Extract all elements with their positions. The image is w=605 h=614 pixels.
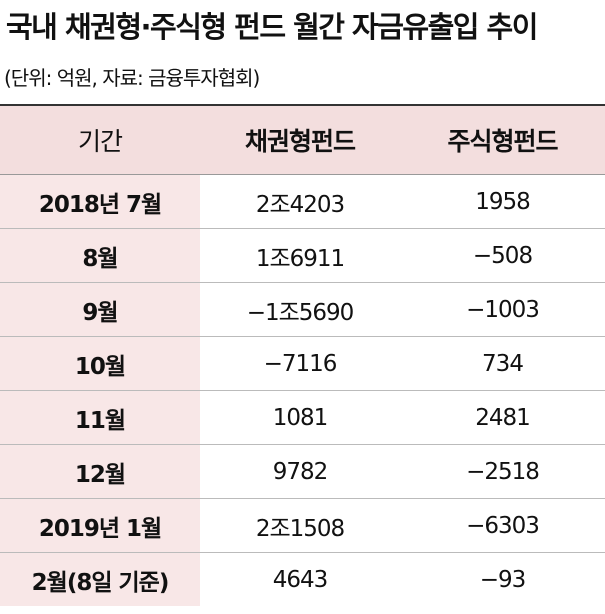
value-cell: −2518	[400, 444, 605, 499]
header-row: 기간 채권형펀드 주식형펀드	[0, 105, 605, 175]
value-cell: 2481	[400, 390, 605, 445]
value-cell: −1조5690	[200, 282, 400, 337]
value-cell: 4643	[272, 566, 329, 593]
period-cell: 8월	[0, 228, 200, 283]
value-cell: −93	[479, 566, 527, 593]
value-cell: 1958	[400, 174, 605, 229]
column-header: 주식형펀드	[400, 105, 605, 175]
period-cell: 2월(8일 기준)	[0, 552, 200, 606]
value-cell: 2조4203	[200, 174, 400, 229]
table-row: 12월 9782 −2518	[0, 444, 605, 499]
value-cell: −7116	[200, 336, 400, 391]
column-header: 채권형펀드	[200, 105, 400, 175]
value-cell: −6303	[400, 498, 605, 553]
period-cell: 2018년 7월	[0, 174, 200, 229]
period-cell: 12월	[0, 444, 200, 499]
value-cell: 734	[400, 336, 605, 391]
period-cell: 9월	[0, 282, 200, 337]
table-row: 8월 1조6911 −508	[0, 228, 605, 283]
value-cell: 9782	[200, 444, 400, 499]
period-cell: 2019년 1월	[0, 498, 200, 553]
title: 국내 채권형·주식형 펀드 월간 자금유출입 추이	[6, 10, 538, 44]
table-row: 10월 −7116 734	[0, 336, 605, 391]
value-cell: −508	[400, 228, 605, 283]
column-header: 기간	[0, 105, 200, 175]
subtitle: (단위: 억원, 자료: 금융투자협회)	[4, 66, 260, 90]
period-cell: 10월	[0, 336, 200, 391]
table-row: 2018년 7월 2조4203 1958	[0, 174, 605, 229]
table-row: 9월 −1조5690 −1003	[0, 282, 605, 337]
table-row: 2월(8일 기준) 4643 −93	[0, 552, 605, 606]
period-cell: 11월	[0, 390, 200, 445]
value-cell: 1조6911	[200, 228, 400, 283]
table: 기간 채권형펀드 주식형펀드 2018년 7월 2조4203 1958 8월 1조6911 −5…	[0, 104, 605, 606]
table-row: 2019년 1월 2조1508 −6303	[0, 498, 605, 553]
table-row: 11월 1081 2481	[0, 390, 605, 445]
value-cell: 1081	[200, 390, 400, 445]
value-cell: −1003	[400, 282, 605, 337]
value-cell: 2조1508	[200, 498, 400, 553]
